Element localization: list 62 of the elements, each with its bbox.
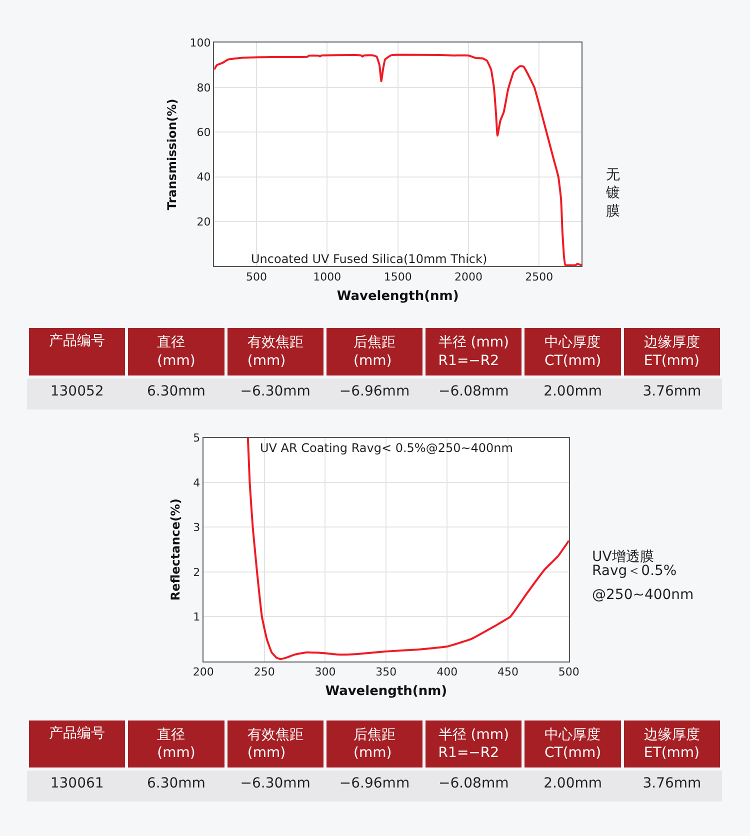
text: 2.00mm — [544, 776, 602, 792]
x-tick-label: 400 — [436, 666, 458, 679]
y-axis-title: Reflectance(%) — [168, 498, 182, 601]
text: 3.76mm — [642, 383, 702, 400]
text: 6.30mm — [146, 776, 206, 792]
x-axis-title: Wavelength(nm) — [325, 684, 448, 700]
text: −6.96mm — [339, 776, 410, 792]
text: 3.76mm — [642, 776, 702, 792]
text: −6.96mm — [339, 383, 410, 400]
x-tick-label: 1500 — [384, 270, 412, 284]
x-tick-label: 2500 — [525, 270, 554, 284]
text: 130061 — [50, 776, 104, 792]
line-series — [214, 54, 582, 266]
category-label: 产品编号 — [49, 333, 106, 350]
line-series — [246, 438, 569, 660]
x-axis-title: Wavelength(nm) — [336, 289, 459, 304]
category-label: 直径 (mm) — [157, 726, 196, 762]
category-label: 有效焦距 (mm) — [247, 726, 304, 762]
category-label: 半径 (mm) R1=−R2 — [438, 726, 509, 762]
x-tick-label: 250 — [254, 666, 275, 679]
text: 2.00mm — [544, 383, 602, 400]
text: Ravg＜0.5% — [592, 563, 677, 579]
category-label: 直径 (mm) — [157, 334, 196, 369]
text: −6.30mm — [240, 383, 310, 400]
x-tick-label: 350 — [376, 666, 397, 679]
text: 6.30mm — [146, 383, 206, 400]
category-label: 产品编号 — [49, 725, 106, 742]
x-tick-label: 500 — [246, 270, 268, 284]
y-axis-title: Transmission(%) — [165, 98, 180, 210]
category-label: 边缘厚度 ET(mm) — [644, 334, 700, 369]
text: −6.08mm — [438, 776, 509, 792]
category-label: 后焦距 (mm) — [353, 726, 396, 762]
text: UV增透膜 — [592, 549, 654, 565]
annotation: Uncoated UV Fused Silica(10mm Thick) — [251, 252, 488, 266]
y-tick-label: 1 — [193, 610, 200, 624]
x-tick-label: 200 — [192, 666, 214, 679]
y-tick-label: 40 — [196, 170, 211, 184]
x-tick-label: 2000 — [454, 270, 482, 284]
text: 无镀膜 — [605, 167, 620, 220]
y-tick-label: 3 — [193, 521, 200, 534]
category-label: 中心厚度 CT(mm) — [544, 334, 602, 369]
text: −6.08mm — [438, 383, 509, 400]
y-tick-label: 5 — [193, 432, 200, 445]
y-tick-label: 100 — [190, 36, 211, 50]
x-tick-label: 300 — [314, 666, 336, 679]
y-tick-label: 20 — [196, 215, 211, 228]
y-tick-label: 80 — [196, 81, 211, 94]
text: @250~400nm — [592, 587, 694, 603]
x-tick-label: 1000 — [313, 270, 342, 284]
category-label: 中心厚度 CT(mm) — [544, 726, 602, 762]
category-label: 有效焦距 (mm) — [247, 334, 304, 369]
y-tick-label: 4 — [193, 476, 200, 490]
category-label: 边缘厚度 ET(mm) — [644, 726, 700, 762]
x-tick-label: 450 — [497, 666, 518, 679]
annotation: UV AR Coating Ravg< 0.5%@250~400nm — [260, 441, 513, 455]
x-tick-label: 500 — [558, 666, 580, 679]
category-label: 后焦距 (mm) — [353, 334, 396, 369]
y-tick-label: 2 — [193, 566, 200, 579]
y-tick-label: 60 — [196, 126, 211, 139]
text: 130052 — [50, 383, 104, 400]
text: −6.30mm — [240, 776, 310, 792]
category-label: 半径 (mm) R1=−R2 — [438, 334, 509, 369]
